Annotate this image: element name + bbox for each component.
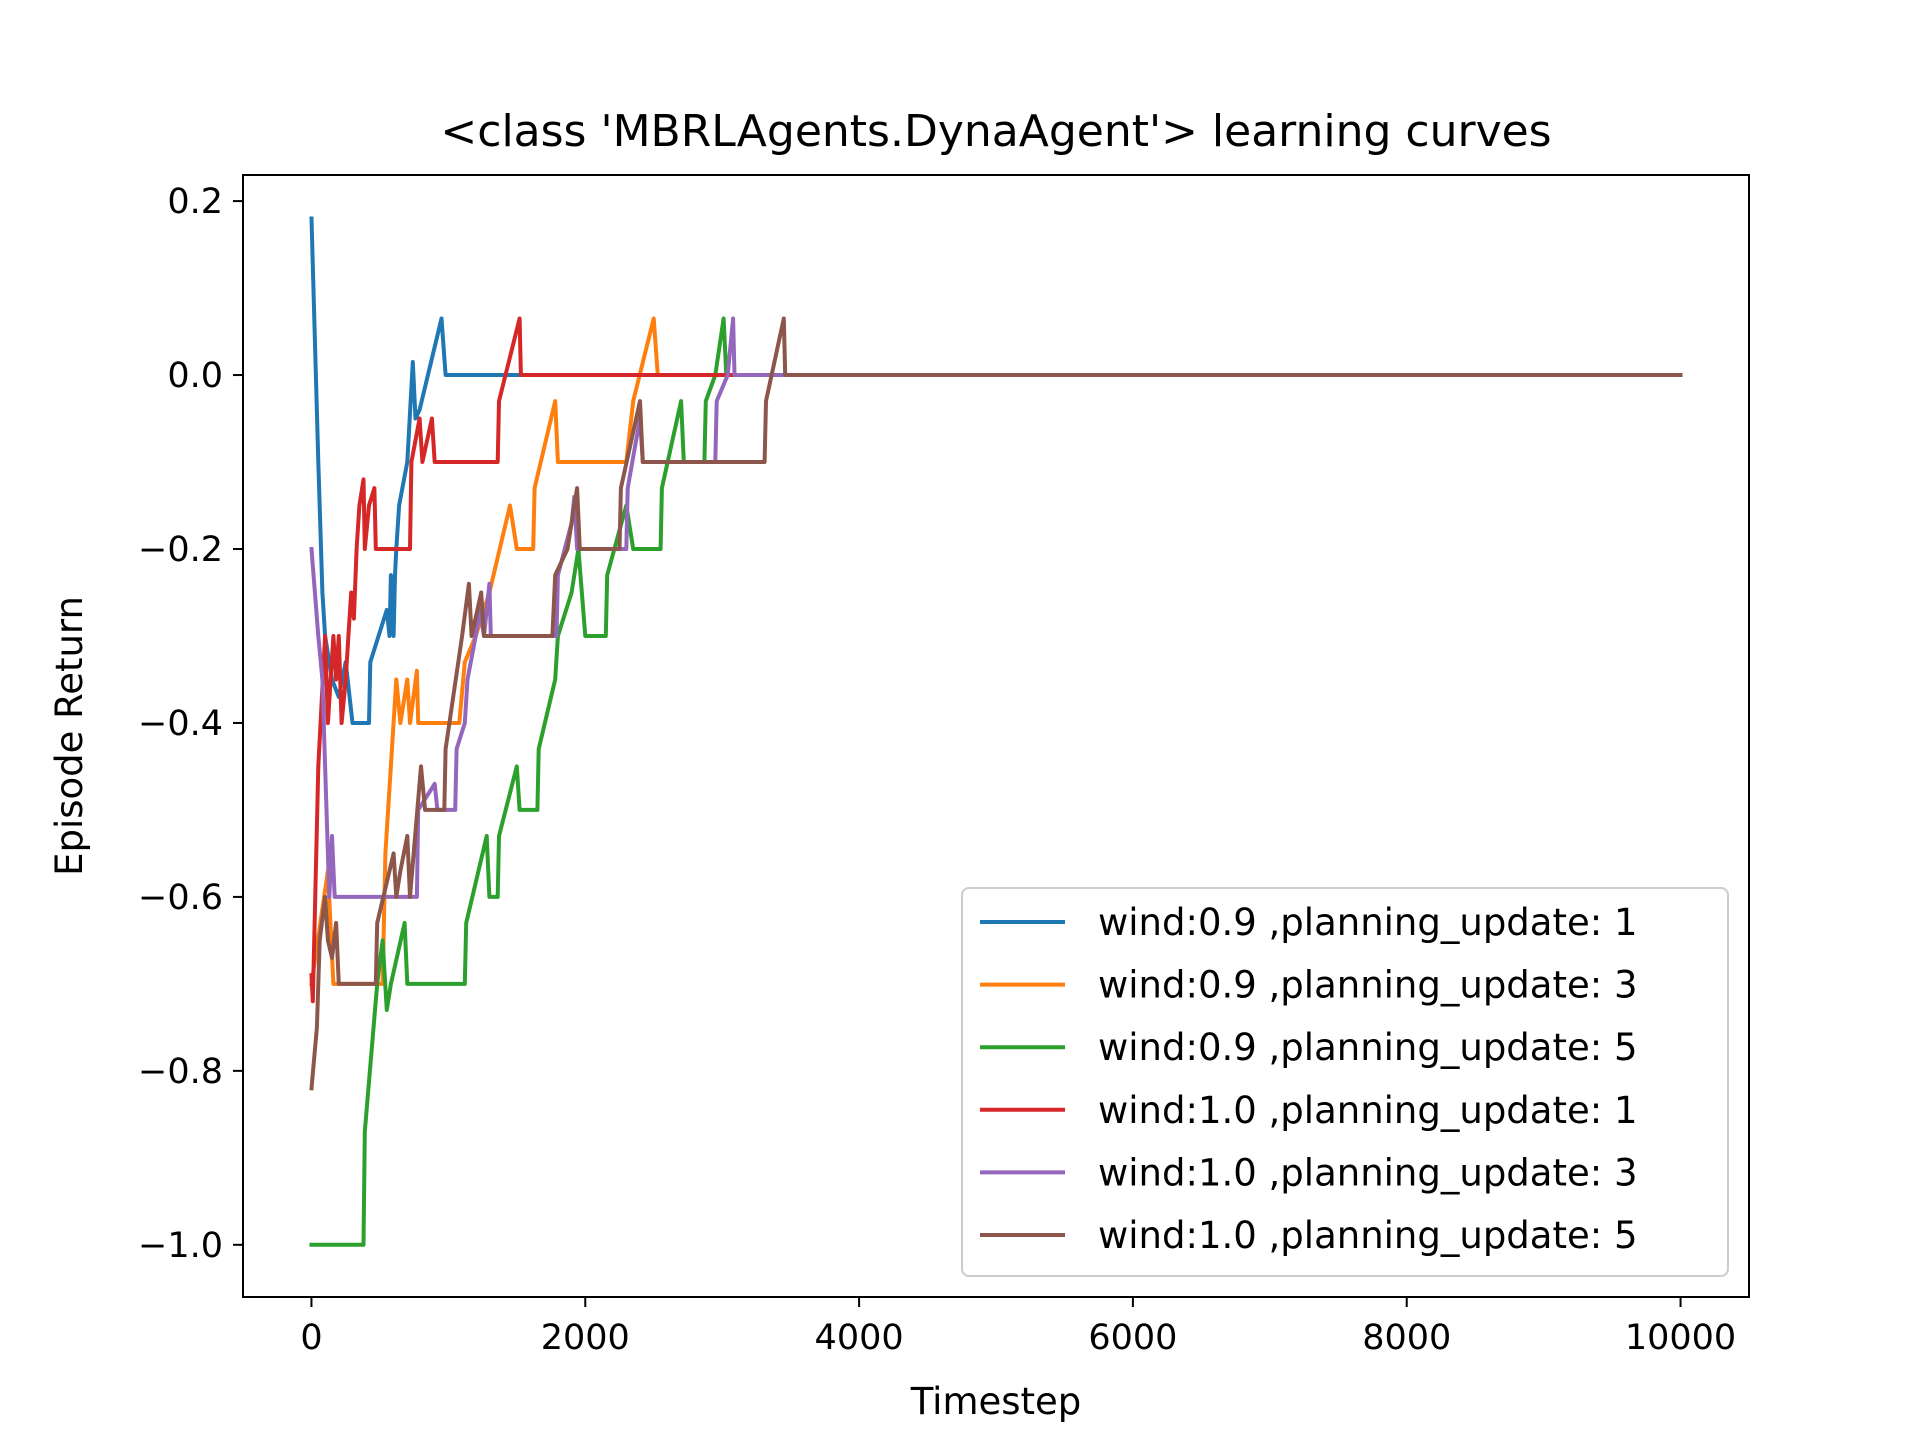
x-tick-label: 8000 xyxy=(1362,1318,1451,1358)
x-tick-label: 0 xyxy=(300,1318,322,1358)
legend-label-5: wind:1.0 ,planning_update: 3 xyxy=(1098,1151,1638,1194)
series-line-2 xyxy=(309,316,1683,987)
legend-label-3: wind:0.9 ,planning_update: 5 xyxy=(1098,1026,1638,1069)
series-layer xyxy=(309,216,1683,1247)
x-tick-label: 2000 xyxy=(541,1318,630,1358)
y-tick-label: −0.4 xyxy=(138,704,223,744)
x-tick-label: 10000 xyxy=(1625,1318,1736,1358)
y-axis-label: Episode Return xyxy=(48,596,91,876)
y-tick-label: −0.8 xyxy=(138,1052,223,1092)
y-tick-label: −1.0 xyxy=(138,1226,223,1266)
chart-title: <class 'MBRLAgents.DynaAgent'> learning … xyxy=(440,106,1551,157)
series-line-6 xyxy=(309,316,1683,1091)
legend-label-1: wind:0.9 ,planning_update: 1 xyxy=(1098,901,1638,944)
series-line-3 xyxy=(309,316,1683,1247)
legend-box xyxy=(961,887,1729,1277)
legend-label-4: wind:1.0 ,planning_update: 1 xyxy=(1098,1089,1638,1132)
y-tick-label: 0.2 xyxy=(167,182,223,222)
y-axis-ticks: 0.2 0.0 −0.2 −0.4 −0.6 −0.8 −1.0 xyxy=(138,182,243,1266)
legend-label-2: wind:0.9 ,planning_update: 3 xyxy=(1098,964,1638,1007)
x-axis-ticks: 0 2000 4000 6000 8000 10000 xyxy=(300,1297,1736,1358)
x-tick-label: 4000 xyxy=(815,1318,904,1358)
x-tick-label: 6000 xyxy=(1088,1318,1177,1358)
y-tick-label: 0.0 xyxy=(167,356,223,396)
y-tick-label: −0.2 xyxy=(138,530,223,570)
series-line-4 xyxy=(309,316,1683,1004)
legend-label-6: wind:1.0 ,planning_update: 5 xyxy=(1098,1214,1638,1257)
y-tick-label: −0.6 xyxy=(138,878,223,918)
x-axis-label: Timestep xyxy=(910,1380,1082,1423)
plot-frame xyxy=(242,174,1750,1298)
legend: wind:0.9 ,planning_update: 1 wind:0.9 ,pl… xyxy=(961,887,1729,1277)
